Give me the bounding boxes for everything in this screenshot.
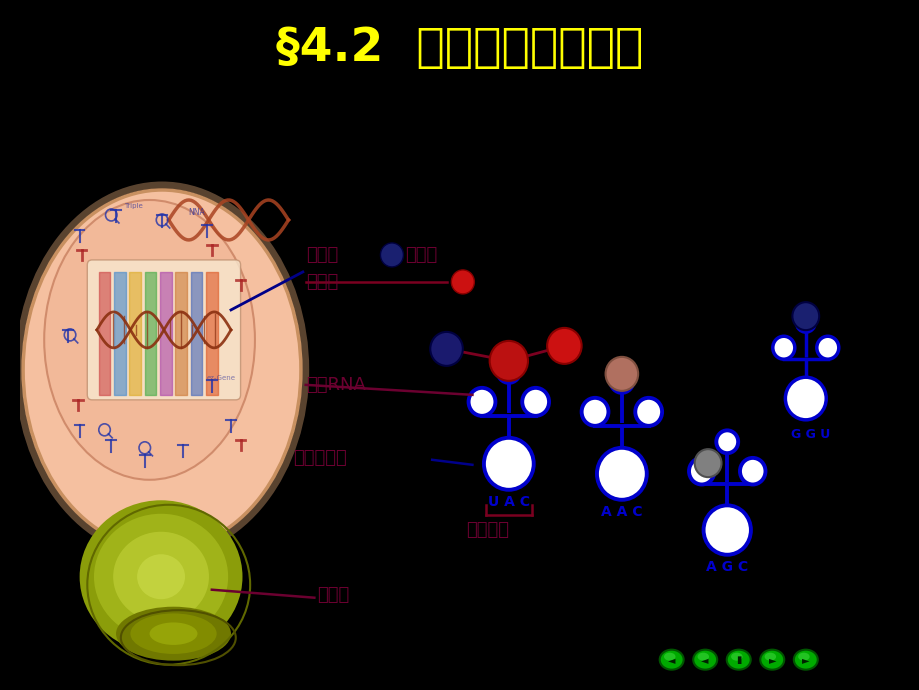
- Text: 氨基酸: 氨基酸: [405, 246, 437, 264]
- Circle shape: [522, 388, 549, 416]
- Ellipse shape: [130, 613, 216, 654]
- Circle shape: [489, 341, 528, 381]
- Text: A G C: A G C: [706, 560, 747, 573]
- Ellipse shape: [798, 653, 809, 660]
- Circle shape: [816, 336, 838, 359]
- Ellipse shape: [116, 607, 231, 660]
- Text: 氨基酸: 氨基酸: [305, 273, 337, 291]
- Circle shape: [497, 359, 520, 383]
- Text: 反密码子: 反密码子: [465, 521, 508, 539]
- Ellipse shape: [659, 650, 683, 670]
- Text: ►: ►: [767, 655, 776, 664]
- Circle shape: [791, 302, 818, 330]
- Ellipse shape: [150, 622, 198, 645]
- Circle shape: [483, 438, 533, 490]
- Text: §4.2  基因对性状的控制: §4.2 基因对性状的控制: [276, 26, 643, 72]
- Text: ►: ►: [801, 655, 809, 664]
- Circle shape: [609, 369, 632, 393]
- FancyBboxPatch shape: [87, 260, 241, 400]
- Text: ez-Gene: ez-Gene: [207, 375, 236, 381]
- Text: ◄: ◄: [667, 655, 675, 664]
- Circle shape: [772, 336, 794, 359]
- Ellipse shape: [726, 650, 750, 670]
- Ellipse shape: [44, 200, 255, 480]
- Circle shape: [451, 270, 474, 294]
- Ellipse shape: [697, 653, 709, 660]
- Circle shape: [596, 448, 646, 500]
- Ellipse shape: [693, 650, 717, 670]
- Text: 转运RNA: 转运RNA: [305, 376, 365, 394]
- Ellipse shape: [731, 653, 742, 660]
- Ellipse shape: [664, 653, 675, 660]
- Circle shape: [785, 377, 825, 420]
- Text: 核糖体: 核糖体: [317, 586, 349, 604]
- Circle shape: [605, 357, 638, 391]
- Ellipse shape: [80, 500, 243, 653]
- Circle shape: [380, 243, 403, 267]
- Ellipse shape: [137, 554, 185, 599]
- Text: G G U: G G U: [790, 428, 829, 441]
- Circle shape: [547, 328, 581, 364]
- Circle shape: [739, 458, 765, 484]
- Text: 细胞核: 细胞核: [305, 246, 337, 264]
- Text: ◄: ◄: [700, 655, 709, 664]
- Circle shape: [688, 458, 714, 484]
- Text: NNA: NNA: [187, 208, 204, 217]
- Ellipse shape: [23, 190, 301, 550]
- Circle shape: [796, 313, 814, 332]
- Circle shape: [694, 449, 720, 477]
- Ellipse shape: [793, 650, 817, 670]
- Ellipse shape: [764, 653, 776, 660]
- Circle shape: [430, 332, 462, 366]
- Circle shape: [635, 398, 662, 426]
- Text: Triple: Triple: [123, 203, 142, 209]
- Ellipse shape: [759, 650, 783, 670]
- Text: ▮: ▮: [735, 655, 741, 664]
- Circle shape: [716, 431, 737, 453]
- Circle shape: [468, 388, 494, 416]
- Ellipse shape: [94, 514, 228, 640]
- Text: U A C: U A C: [487, 495, 529, 509]
- Text: A A C: A A C: [600, 505, 641, 519]
- Circle shape: [581, 398, 607, 426]
- Text: 核糖核苷酸: 核糖核苷酸: [293, 448, 346, 467]
- Ellipse shape: [113, 532, 209, 622]
- Circle shape: [703, 505, 750, 555]
